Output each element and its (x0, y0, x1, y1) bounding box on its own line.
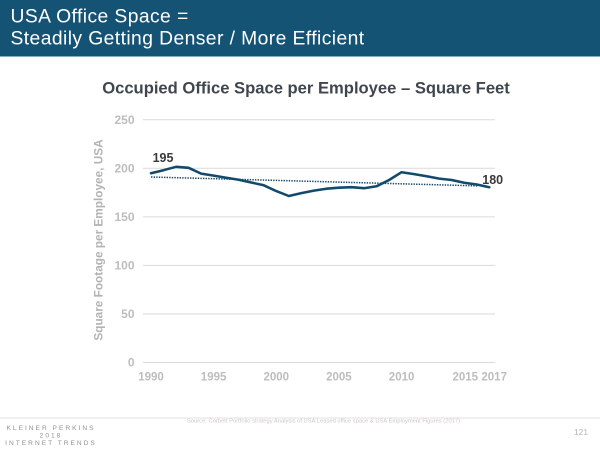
svg-text:250: 250 (114, 113, 134, 127)
svg-text:INTERNET TRENDS: INTERNET TRENDS (5, 440, 97, 447)
svg-text:180: 180 (482, 173, 503, 187)
svg-text:0: 0 (128, 356, 135, 370)
svg-text:100: 100 (114, 259, 134, 273)
svg-text:200: 200 (114, 162, 134, 176)
svg-text:1995: 1995 (201, 371, 227, 383)
svg-text:50: 50 (121, 307, 135, 321)
svg-text:Source: Corbett Portfolio stra: Source: Corbett Portfolio strategy Analy… (187, 419, 460, 425)
svg-text:1990: 1990 (138, 371, 164, 383)
svg-text:2010: 2010 (389, 371, 415, 383)
svg-text:Occupied Office Space per Empl: Occupied Office Space per Employee – Squ… (102, 78, 510, 97)
svg-text:2017: 2017 (481, 371, 507, 383)
svg-text:195: 195 (153, 151, 174, 165)
svg-text:Square Footage per Employee, U: Square Footage per Employee, USA (92, 139, 106, 341)
svg-text:Steadily Getting Denser / More: Steadily Getting Denser / More Efficient (11, 29, 365, 50)
svg-text:150: 150 (114, 210, 134, 224)
svg-text:2015: 2015 (453, 371, 479, 383)
svg-text:USA Office Space =: USA Office Space = (11, 7, 189, 28)
svg-text:2005: 2005 (326, 371, 352, 383)
svg-text:121: 121 (574, 427, 588, 437)
svg-text:2018: 2018 (40, 432, 63, 439)
svg-text:2000: 2000 (264, 371, 290, 383)
svg-text:KLEINER PERKINS: KLEINER PERKINS (7, 425, 96, 432)
